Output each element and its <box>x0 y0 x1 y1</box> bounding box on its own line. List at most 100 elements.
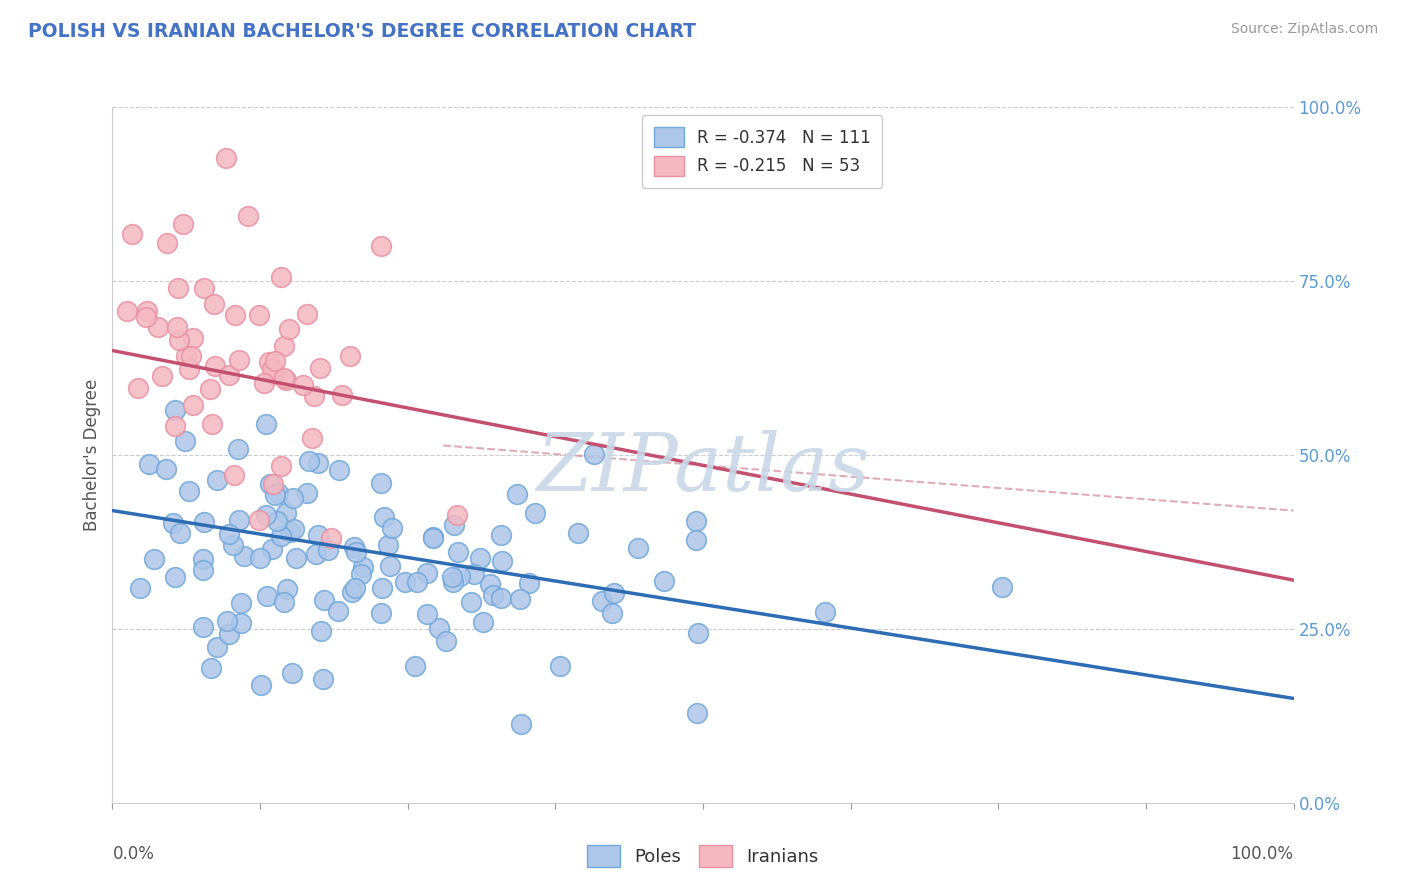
Point <box>471 615 494 630</box>
Point <box>228 513 250 527</box>
Point <box>373 510 395 524</box>
Point <box>127 381 149 395</box>
Point <box>138 457 160 471</box>
Point <box>312 672 335 686</box>
Point <box>274 373 297 387</box>
Point <box>509 592 531 607</box>
Point <box>291 378 314 392</box>
Y-axis label: Bachelor's Degree: Bachelor's Degree <box>83 379 101 531</box>
Point <box>193 563 215 577</box>
Point <box>447 545 470 559</box>
Point <box>266 514 288 528</box>
Point <box>478 577 501 591</box>
Point <box>415 566 437 581</box>
Point <box>273 371 295 385</box>
Point <box>582 447 605 461</box>
Point <box>273 595 295 609</box>
Point <box>814 605 837 619</box>
Point <box>311 624 333 638</box>
Point <box>301 431 323 445</box>
Point <box>524 506 547 520</box>
Point <box>652 574 675 589</box>
Point <box>295 486 318 500</box>
Point <box>200 660 222 674</box>
Point <box>163 418 186 433</box>
Point <box>169 526 191 541</box>
Point <box>370 475 392 490</box>
Point <box>284 551 307 566</box>
Point <box>460 595 482 609</box>
Point <box>222 538 245 552</box>
Point <box>326 604 349 618</box>
Point <box>191 619 214 633</box>
Point <box>177 361 200 376</box>
Point <box>218 627 240 641</box>
Point <box>422 531 444 545</box>
Point <box>415 607 437 621</box>
Point <box>121 227 143 241</box>
Point <box>162 516 184 530</box>
Point <box>302 389 325 403</box>
Point <box>509 716 531 731</box>
Point <box>167 334 190 348</box>
Point <box>380 558 402 573</box>
Point <box>166 320 188 334</box>
Point <box>146 320 169 334</box>
Point <box>548 658 571 673</box>
Point <box>218 527 240 541</box>
Point <box>142 552 165 566</box>
Point <box>505 487 527 501</box>
Point <box>685 533 707 548</box>
Point <box>352 559 374 574</box>
Point <box>686 626 709 640</box>
Point <box>172 217 194 231</box>
Point <box>228 352 250 367</box>
Point <box>236 209 259 223</box>
Point <box>283 522 305 536</box>
Point <box>200 382 222 396</box>
Point <box>283 491 305 505</box>
Point <box>404 658 426 673</box>
Point <box>270 269 292 284</box>
Point <box>155 461 177 475</box>
Point <box>273 339 295 353</box>
Point <box>441 570 464 584</box>
Point <box>371 581 394 595</box>
Point <box>377 538 399 552</box>
Point <box>627 541 650 555</box>
Point <box>280 666 302 681</box>
Point <box>233 549 256 564</box>
Point <box>181 331 204 345</box>
Point <box>328 463 350 477</box>
Point <box>449 569 471 583</box>
Legend: Poles, Iranians: Poles, Iranians <box>581 838 825 874</box>
Text: 100.0%: 100.0% <box>1230 845 1294 863</box>
Point <box>685 515 707 529</box>
Point <box>226 442 249 457</box>
Point <box>330 388 353 402</box>
Point <box>370 606 392 620</box>
Point <box>231 616 253 631</box>
Point <box>180 349 202 363</box>
Point <box>193 516 215 530</box>
Point <box>218 368 240 383</box>
Point <box>427 621 450 635</box>
Point <box>247 308 270 322</box>
Point <box>249 678 271 692</box>
Text: ZIPatlas: ZIPatlas <box>536 430 870 508</box>
Point <box>270 458 292 473</box>
Point <box>260 542 283 557</box>
Point <box>253 376 276 390</box>
Point <box>316 543 339 558</box>
Point <box>247 513 270 527</box>
Point <box>201 417 224 431</box>
Point <box>295 307 318 321</box>
Point <box>135 304 157 318</box>
Point <box>165 570 187 584</box>
Point <box>181 398 204 412</box>
Legend: R = -0.374   N = 111, R = -0.215   N = 53: R = -0.374 N = 111, R = -0.215 N = 53 <box>643 115 882 187</box>
Point <box>422 530 444 544</box>
Point <box>319 531 342 545</box>
Point <box>224 308 246 322</box>
Point <box>434 634 457 648</box>
